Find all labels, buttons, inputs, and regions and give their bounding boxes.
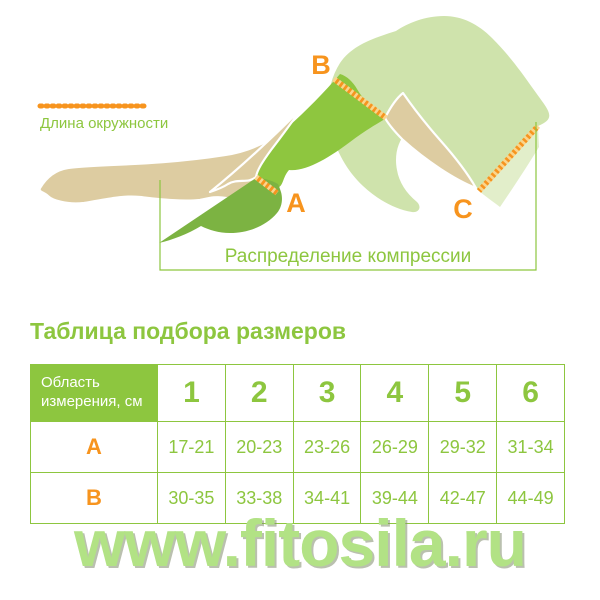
svg-text:C: C — [453, 194, 473, 224]
svg-text:Длина окружности: Длина окружности — [40, 115, 168, 132]
svg-text:Распределение компрессии: Распределение компрессии — [225, 246, 472, 267]
svg-text:A: A — [286, 188, 306, 218]
svg-text:B: B — [311, 50, 331, 80]
